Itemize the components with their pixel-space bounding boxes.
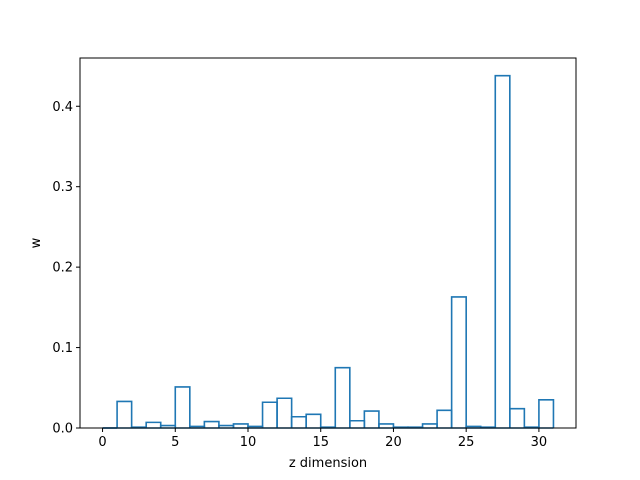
x-tick-label: 5: [171, 435, 179, 450]
x-axis-ticks: 0 5 10 15 20 25 30: [98, 428, 547, 450]
bar: [174, 386, 191, 428]
bars-group: [102, 74, 555, 429]
bar: [290, 415, 307, 428]
bar: [276, 397, 293, 428]
bar: [116, 400, 133, 428]
x-tick-label: 20: [385, 435, 402, 450]
x-tick-label: 25: [458, 435, 475, 450]
bar: [363, 410, 380, 428]
bar: [261, 401, 278, 428]
bar: [334, 366, 351, 428]
bar: [305, 413, 322, 428]
y-tick-label: 0.3: [52, 180, 73, 195]
x-tick-label: 30: [531, 435, 548, 450]
y-tick-label: 0.2: [52, 261, 73, 276]
bar: [378, 423, 395, 428]
bar: [450, 296, 467, 428]
x-axis-label: z dimension: [289, 456, 367, 471]
bar: [349, 419, 366, 428]
y-tick-label: 0.1: [52, 341, 73, 356]
y-axis-label: w: [29, 237, 44, 248]
x-tick-label: 15: [312, 435, 329, 450]
bar: [509, 407, 526, 428]
y-axis-ticks: 0.0 0.1 0.2 0.3 0.4: [52, 100, 80, 437]
bar: [538, 399, 555, 428]
bar: [145, 421, 162, 428]
bar: [436, 409, 453, 428]
x-tick-label: 10: [240, 435, 257, 450]
bar: [203, 420, 220, 428]
y-tick-label: 0.4: [52, 100, 73, 115]
bar: [494, 74, 511, 428]
plot-frame: [79, 57, 577, 429]
y-tick-label: 0.0: [52, 422, 73, 437]
x-tick-label: 0: [98, 435, 106, 450]
